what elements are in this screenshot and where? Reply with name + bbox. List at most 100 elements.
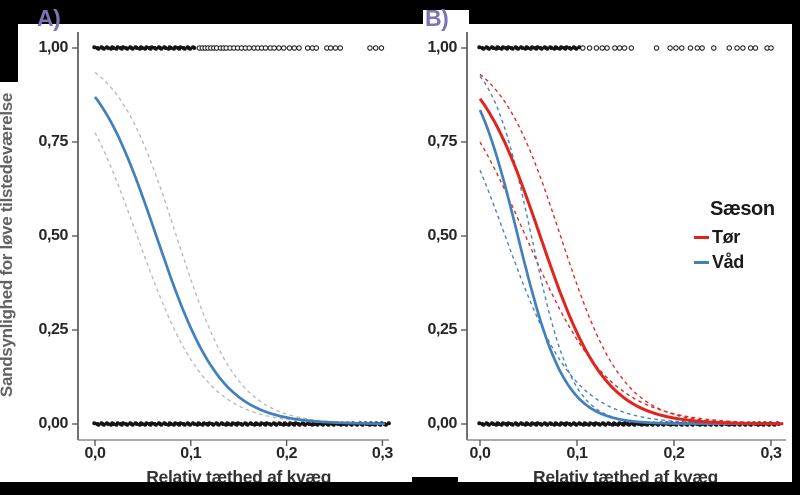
rug-point [506, 45, 511, 50]
rug-point-open [327, 45, 334, 51]
rug-point [554, 422, 559, 426]
rug-point-open [734, 45, 740, 51]
rug-point [622, 421, 627, 426]
rug-point [520, 422, 525, 426]
rug-point [159, 46, 164, 51]
rug-point [545, 46, 550, 51]
rug-point [101, 46, 106, 51]
white-notch [423, 10, 469, 25]
fit-curve-a [93, 96, 385, 426]
legend-item-label: Tør [712, 227, 740, 247]
rug-point [554, 46, 559, 50]
panel-b-label: B) [425, 5, 449, 31]
rug-point [211, 422, 216, 427]
rug-point [578, 422, 583, 426]
rug-point [477, 45, 482, 50]
x-tick-label: 0,3 [760, 445, 782, 462]
rug-point [510, 46, 515, 51]
x-tick-label: 0,3 [371, 445, 393, 462]
rug-point [545, 422, 550, 427]
rug-point [383, 422, 388, 427]
rug-point [525, 46, 530, 50]
rug-point [516, 422, 521, 427]
legend-item-label: Våd [712, 252, 744, 272]
rug-point-open [367, 45, 373, 51]
rug-point [539, 46, 544, 51]
rug-point-open [378, 45, 385, 51]
ci-curve-a [94, 132, 385, 425]
rug-point-open [304, 45, 311, 51]
rug-point-open [276, 45, 282, 51]
y-tick-label: 0,50 [38, 227, 68, 244]
rug-point-open [291, 45, 298, 51]
rug-point-open [604, 45, 610, 51]
rug-point [268, 422, 273, 427]
rug-point [525, 422, 530, 426]
rug-point [130, 46, 135, 51]
rug-point [568, 422, 573, 427]
rug-point-open [580, 45, 586, 51]
rug-point-open [653, 45, 660, 51]
rug-point [539, 422, 544, 427]
rug-point [481, 46, 486, 51]
rug-point [386, 421, 391, 426]
rug-point [506, 421, 511, 426]
panel-b-x-axis-title: Relativ tæthed af kvæg [533, 467, 718, 482]
rug-point [603, 422, 608, 427]
y-tick-label: 1,00 [427, 39, 457, 56]
rug-point [274, 422, 279, 427]
rug-point [535, 421, 540, 426]
rug-point [245, 422, 250, 427]
x-tick-label: 0,1 [566, 445, 588, 462]
rug-point [240, 422, 245, 427]
rug-point [607, 422, 612, 426]
rug-point-open [586, 45, 593, 51]
rug-point [303, 422, 308, 427]
legend: Sæson Tør Våd [694, 198, 790, 275]
rug-point [188, 46, 193, 51]
rug-point [597, 422, 602, 427]
figure-area: Sandsynlighed for løve tilstedeværelse R… [0, 24, 792, 482]
y-tick-label: 1,00 [38, 39, 68, 56]
rug-point-open [628, 45, 635, 51]
rug-point [153, 46, 158, 51]
rug-point [568, 46, 573, 51]
rug-point [101, 422, 106, 427]
rug-point [125, 46, 130, 51]
x-tick-label: 0,0 [469, 445, 491, 462]
rug-point [520, 46, 525, 50]
rug-point-open [768, 45, 774, 51]
rug-point-open [667, 45, 673, 51]
ci-curve-b [479, 141, 784, 424]
rug-point-open [740, 45, 746, 51]
rug-point [559, 421, 564, 426]
rug-point [326, 422, 331, 427]
vad-line-swatch [694, 261, 709, 264]
rug-point [564, 45, 569, 50]
rug-point [510, 422, 515, 427]
rug-point-open [246, 45, 252, 51]
black-blob [412, 477, 458, 482]
rug-point [297, 422, 302, 427]
rug-point [188, 422, 193, 427]
rug-point [530, 421, 535, 426]
rug-point [216, 422, 221, 427]
panel-a-x-axis-title: Relativ tæthed af kvæg [146, 467, 332, 482]
rug-point [593, 421, 598, 426]
rug-point-open [280, 45, 287, 51]
y-tick-label: 0,25 [38, 321, 68, 338]
rug-point [574, 46, 579, 51]
rug-point [477, 421, 482, 426]
rug-point [535, 45, 540, 50]
rug-point [588, 421, 593, 426]
rug-point [549, 46, 554, 50]
y-tick-label: 0,00 [38, 415, 68, 432]
y-tick-label: 0,75 [38, 133, 68, 150]
x-tick-label: 0,2 [276, 445, 298, 462]
rug-point [192, 46, 197, 50]
black-notch [0, 24, 18, 82]
rug-point [584, 422, 588, 426]
rug-point [491, 46, 496, 50]
rug-point [125, 422, 130, 427]
